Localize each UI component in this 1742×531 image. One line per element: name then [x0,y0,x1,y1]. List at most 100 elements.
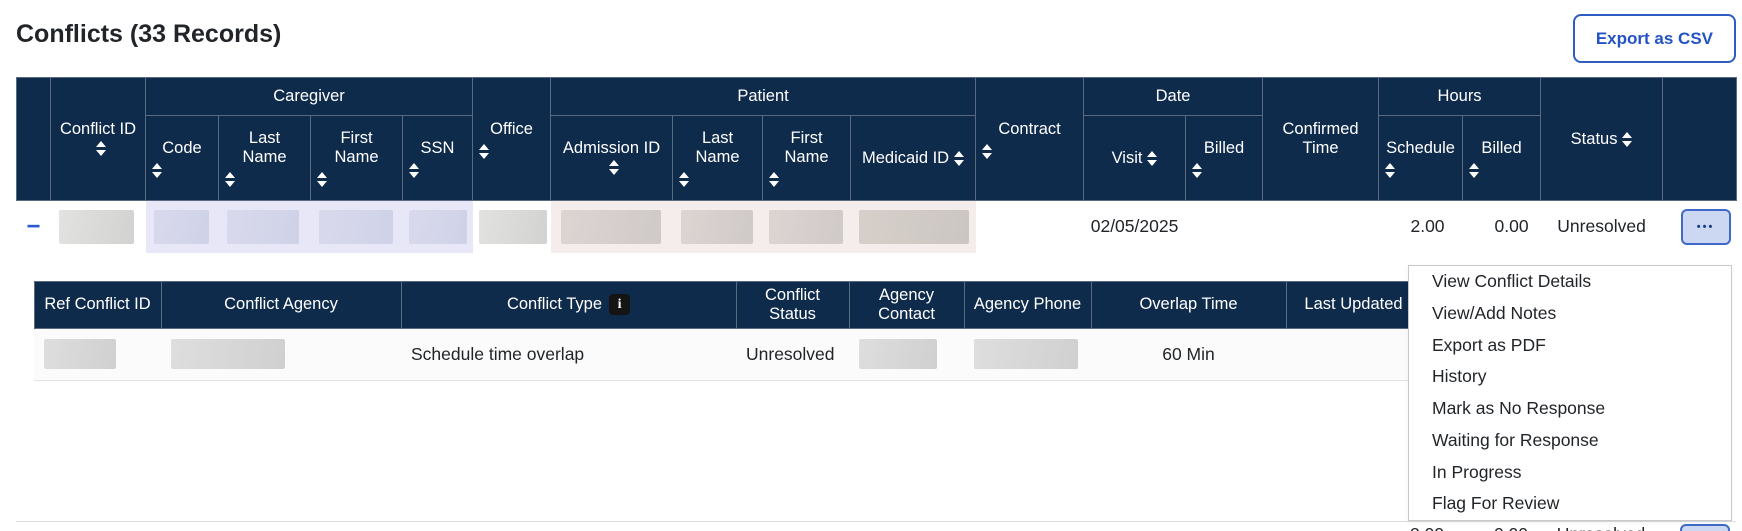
conflict-row: − 02/05/2025 2.00 0.00 Unresolved ••• [17,200,1737,253]
page-title: Conflicts (33 Records) [16,20,282,48]
menu-item-view-add-notes[interactable]: View/Add Notes [1432,302,1557,323]
detail-header-overlap-time: Overlap Time [1090,280,1287,329]
status-cell: Unresolved [1540,524,1662,531]
redacted-value [318,209,393,244]
column-label: Contract [998,119,1061,138]
overlap-time-cell: 60 Min [1091,328,1286,381]
detail-header-conflict-status: Conflict Status [735,280,850,329]
topbar: Conflicts (33 Records) Export as CSV [0,0,1742,77]
redacted-value [44,339,116,369]
column-header-office[interactable]: Office [472,77,552,201]
column-header-caregiver-last-name[interactable]: Last Name [218,115,311,201]
menu-item-export-as-pdf[interactable]: Export as PDF [1432,334,1546,355]
column-label: SSN [420,138,455,157]
sort-icon [479,143,544,159]
detail-header-agency-phone: Agency Phone [963,280,1092,329]
sort-icon [1385,162,1456,178]
menu-item-flag-for-review[interactable]: Flag For Review [1432,493,1560,514]
billed-hours-cell: 0.00 [1494,216,1529,237]
partially-visible-conflict-row: 2.00 0.00 Unresolved ••• [16,521,1736,531]
menu-item-view-conflict-details[interactable]: View Conflict Details [1432,271,1592,291]
admission-id-cell [550,200,673,253]
medicaid-id-cell [850,200,976,253]
conflict-status-cell: Unresolved [736,328,849,381]
sort-icon [954,150,965,166]
confirmed-time-cell [1263,201,1379,253]
column-label: Status [1570,129,1618,148]
column-label: Billed [1481,138,1522,157]
agency-contact-cell [849,328,964,381]
group-header-date: Date [1083,77,1264,116]
column-label: First Name [784,129,829,166]
column-header-confirmed-time: Confirmed Time [1262,77,1380,201]
caregiver-last-name-cell [218,200,311,253]
column-label: Office [490,119,533,138]
detail-header-ref-conflict-id: Ref Conflict ID [33,280,162,329]
column-header-patient-last-name[interactable]: Last Name [672,115,764,201]
column-header-visit-date[interactable]: Visit [1083,115,1187,201]
column-label: Medicaid ID [861,148,950,167]
column-header-patient-first-name[interactable]: First Name [762,115,852,201]
redacted-value [226,209,299,244]
column-header-schedule-hours[interactable]: Schedule [1378,115,1464,201]
sort-icon [1192,162,1256,178]
menu-item-in-progress[interactable]: In Progress [1432,461,1522,482]
collapse-row-button[interactable]: − [17,214,51,238]
sort-icon [609,160,620,176]
expand-column-header [16,77,51,201]
billed-hours-cell: 0.00 [1462,524,1540,531]
last-updated-cell [1286,328,1421,381]
column-label: First Name [334,129,379,166]
expand-cell: − [17,201,51,253]
status-cell: Unresolved [1557,216,1646,237]
column-header-status[interactable]: Status [1540,77,1664,201]
column-header-medicaid-id[interactable]: Medicaid ID [850,115,977,201]
sort-icon [982,143,1077,159]
info-icon[interactable]: i [609,294,631,315]
redacted-value [768,209,843,244]
column-header-caregiver-ssn[interactable]: SSN [401,115,474,201]
column-header-admission-id[interactable]: Admission ID [550,115,674,201]
menu-item-history[interactable]: History [1432,366,1487,387]
row-actions-menu: View Conflict Details View/Add Notes Exp… [1408,265,1732,521]
caregiver-code-cell [145,200,219,253]
sort-icon [679,172,756,187]
export-csv-button[interactable]: Export as CSV [1572,14,1736,63]
group-header-hours: Hours [1378,77,1542,116]
conflict-detail-row: Ref Conflict ID Conflict Agency Conflict… [17,253,1737,389]
redacted-value [58,209,134,244]
column-header-billed-date[interactable]: Billed [1185,115,1264,201]
sort-icon [95,141,106,157]
group-header-patient: Patient [550,77,977,116]
sort-icon [225,172,304,187]
row-actions-button[interactable]: ••• [1680,524,1730,531]
agency-phone-cell [964,328,1091,381]
detail-header-conflict-type: Conflict Type i [400,280,737,329]
detail-header-last-updated: Last Updated [1285,280,1422,329]
billed-date-cell [1186,201,1263,253]
sort-icon [1147,150,1158,166]
column-header-contract[interactable]: Contract [975,77,1085,201]
redacted-value [478,209,547,244]
row-actions-button[interactable]: ••• [1680,208,1731,245]
column-header-conflict-id[interactable]: Conflict ID [50,77,146,201]
caregiver-first-name-cell [310,200,403,253]
sort-icon [769,172,844,187]
column-header-caregiver-first-name[interactable]: First Name [310,115,403,201]
column-label: Schedule [1386,138,1455,157]
redacted-value [859,339,937,369]
menu-item-waiting-for-response[interactable]: Waiting for Response [1432,429,1599,450]
visit-date-cell: 02/05/2025 [1090,216,1179,237]
conflict-agency-cell [161,328,401,381]
column-header-billed-hours[interactable]: Billed [1462,115,1542,201]
redacted-value [171,339,285,369]
ref-conflict-id-cell [34,328,161,381]
column-header-caregiver-code[interactable]: Code [145,115,219,201]
schedule-hours-cell: 2.00 [1410,216,1445,237]
menu-item-mark-as-no-response[interactable]: Mark as No Response [1432,398,1606,418]
column-label: Visit [1111,148,1143,167]
detail-header-agency-contact: Agency Contact [848,280,965,329]
conflict-detail-panel: Ref Conflict ID Conflict Agency Conflict… [17,253,1737,389]
redacted-value [858,209,969,244]
redacted-value [560,209,661,244]
